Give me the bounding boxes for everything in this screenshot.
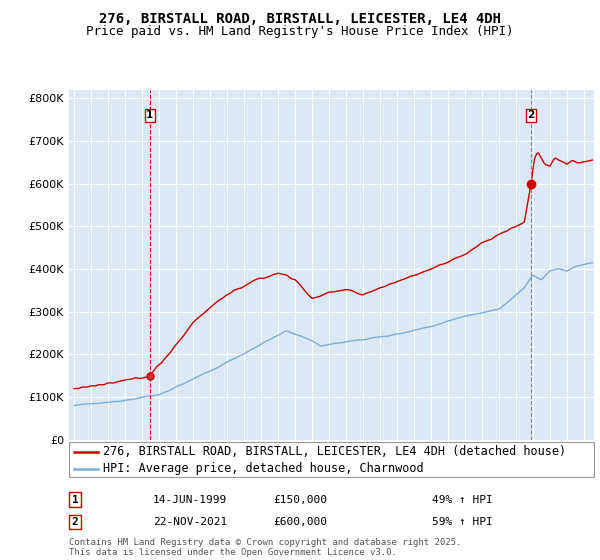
Text: 276, BIRSTALL ROAD, BIRSTALL, LEICESTER, LE4 4DH: 276, BIRSTALL ROAD, BIRSTALL, LEICESTER,…	[99, 12, 501, 26]
Text: 59% ↑ HPI: 59% ↑ HPI	[432, 517, 493, 527]
Text: 49% ↑ HPI: 49% ↑ HPI	[432, 494, 493, 505]
Text: 2: 2	[527, 110, 535, 120]
Text: 276, BIRSTALL ROAD, BIRSTALL, LEICESTER, LE4 4DH (detached house): 276, BIRSTALL ROAD, BIRSTALL, LEICESTER,…	[103, 445, 566, 458]
Text: 14-JUN-1999: 14-JUN-1999	[153, 494, 227, 505]
Text: HPI: Average price, detached house, Charnwood: HPI: Average price, detached house, Char…	[103, 463, 424, 475]
Text: 1: 1	[71, 494, 79, 505]
Text: 22-NOV-2021: 22-NOV-2021	[153, 517, 227, 527]
Text: £150,000: £150,000	[273, 494, 327, 505]
Text: £600,000: £600,000	[273, 517, 327, 527]
Text: Price paid vs. HM Land Registry's House Price Index (HPI): Price paid vs. HM Land Registry's House …	[86, 25, 514, 38]
Text: 2: 2	[71, 517, 79, 527]
Text: 1: 1	[146, 110, 154, 120]
Text: Contains HM Land Registry data © Crown copyright and database right 2025.
This d: Contains HM Land Registry data © Crown c…	[69, 538, 461, 557]
